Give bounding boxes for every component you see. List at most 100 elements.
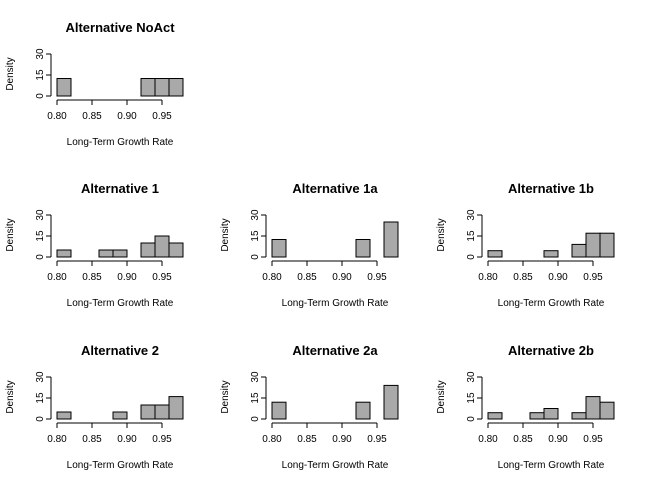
y-axis: 0 15 30 bbox=[250, 371, 267, 422]
histogram-bar bbox=[585, 232, 601, 258]
panel-alt1a: Alternative 1a Density Long-Term Growth … bbox=[220, 181, 399, 309]
x-tick-label: 0.80 bbox=[262, 272, 282, 283]
y-tick-label: 15 bbox=[250, 392, 261, 404]
x-axis-label: Long-Term Growth Rate bbox=[498, 298, 605, 309]
y-axis-label: Density bbox=[220, 218, 231, 251]
histogram-bar bbox=[571, 243, 587, 258]
y-axis: 0 15 30 bbox=[466, 209, 483, 260]
y-axis-label: Density bbox=[5, 380, 16, 413]
y-tick-label: 0 bbox=[250, 254, 261, 260]
y-axis: 0 15 30 bbox=[35, 209, 52, 260]
histogram-bar bbox=[487, 412, 503, 420]
y-tick-label: 15 bbox=[35, 69, 46, 81]
x-tick-label: 0.80 bbox=[478, 272, 498, 283]
x-tick-label: 0.85 bbox=[82, 111, 102, 122]
histogram-bar bbox=[154, 235, 170, 258]
panel-alt1b: Alternative 1b Density Long-Term Growth … bbox=[436, 181, 615, 309]
x-tick-label: 0.80 bbox=[47, 272, 67, 283]
histogram-bar bbox=[98, 249, 114, 258]
y-tick-label: 15 bbox=[466, 392, 477, 404]
x-axis-label: Long-Term Growth Rate bbox=[67, 460, 174, 471]
y-tick-label: 0 bbox=[35, 93, 46, 99]
y-axis: 0 15 30 bbox=[35, 48, 52, 99]
x-axis: 0.80 0.85 0.90 0.95 bbox=[478, 260, 603, 283]
x-tick-label: 0.80 bbox=[262, 434, 282, 445]
y-tick-label: 0 bbox=[466, 254, 477, 260]
histogram-bar bbox=[168, 78, 184, 97]
y-tick-label: 0 bbox=[35, 254, 46, 260]
x-tick-label: 0.90 bbox=[332, 434, 352, 445]
histogram-bar bbox=[599, 401, 615, 420]
x-axis-label: Long-Term Growth Rate bbox=[67, 298, 174, 309]
histogram-bar bbox=[140, 404, 156, 420]
histogram-bar bbox=[355, 401, 371, 420]
bars-group bbox=[56, 396, 184, 420]
histogram-bar bbox=[112, 249, 128, 258]
bars-group bbox=[56, 235, 184, 258]
x-tick-label: 0.95 bbox=[583, 272, 603, 283]
x-tick-label: 0.95 bbox=[583, 434, 603, 445]
histogram-bar bbox=[140, 78, 156, 97]
histogram-bar bbox=[487, 250, 503, 258]
x-axis: 0.80 0.85 0.90 0.95 bbox=[47, 422, 172, 445]
histogram-bar bbox=[543, 408, 559, 420]
histogram-bar bbox=[383, 384, 399, 420]
panel-title: Alternative 2a bbox=[292, 343, 378, 358]
histogram-bar bbox=[585, 396, 601, 420]
x-axis-label: Long-Term Growth Rate bbox=[498, 460, 605, 471]
y-axis-label: Density bbox=[5, 57, 16, 90]
x-tick-label: 0.80 bbox=[47, 111, 67, 122]
x-axis-label: Long-Term Growth Rate bbox=[67, 137, 174, 148]
histogram-bar bbox=[168, 396, 184, 420]
x-tick-label: 0.95 bbox=[367, 434, 387, 445]
histogram-bar bbox=[271, 239, 287, 258]
x-axis: 0.80 0.85 0.90 0.95 bbox=[262, 422, 387, 445]
y-tick-label: 30 bbox=[250, 371, 261, 383]
x-tick-label: 0.95 bbox=[152, 272, 172, 283]
panel-alt2: Alternative 2 Density Long-Term Growth R… bbox=[5, 343, 184, 471]
histogram-bar bbox=[112, 411, 128, 420]
x-tick-label: 0.80 bbox=[47, 434, 67, 445]
bars-group bbox=[487, 232, 615, 258]
y-axis-label: Density bbox=[436, 380, 447, 413]
histogram-bar bbox=[140, 242, 156, 258]
y-tick-label: 15 bbox=[250, 230, 261, 242]
panel-title: Alternative 1a bbox=[292, 181, 378, 196]
x-axis-label: Long-Term Growth Rate bbox=[282, 460, 389, 471]
y-tick-label: 0 bbox=[250, 416, 261, 422]
y-tick-label: 30 bbox=[35, 48, 46, 60]
x-tick-label: 0.95 bbox=[152, 434, 172, 445]
x-tick-label: 0.85 bbox=[297, 434, 317, 445]
panel-title: Alternative 1b bbox=[508, 181, 594, 196]
y-tick-label: 0 bbox=[35, 416, 46, 422]
y-tick-label: 15 bbox=[466, 230, 477, 242]
histogram-bar bbox=[154, 404, 170, 420]
histogram-bar bbox=[599, 232, 615, 258]
y-tick-label: 15 bbox=[35, 230, 46, 242]
panel-title: Alternative 2b bbox=[508, 343, 594, 358]
x-tick-label: 0.90 bbox=[548, 434, 568, 445]
x-axis: 0.80 0.85 0.90 0.95 bbox=[262, 260, 387, 283]
y-axis-label: Density bbox=[5, 218, 16, 251]
histogram-bar bbox=[383, 221, 399, 258]
y-tick-label: 30 bbox=[466, 209, 477, 221]
x-axis-label: Long-Term Growth Rate bbox=[282, 298, 389, 309]
histogram-bar bbox=[56, 411, 72, 420]
y-axis-label: Density bbox=[220, 380, 231, 413]
x-axis: 0.80 0.85 0.90 0.95 bbox=[47, 260, 172, 283]
panel-title: Alternative NoAct bbox=[65, 20, 175, 35]
bars-group bbox=[271, 221, 399, 258]
x-tick-label: 0.95 bbox=[367, 272, 387, 283]
y-tick-label: 30 bbox=[466, 371, 477, 383]
y-axis-label: Density bbox=[436, 218, 447, 251]
y-axis: 0 15 30 bbox=[35, 371, 52, 422]
x-axis: 0.80 0.85 0.90 0.95 bbox=[478, 422, 603, 445]
y-tick-label: 30 bbox=[250, 209, 261, 221]
bars-group bbox=[56, 78, 184, 97]
x-tick-label: 0.85 bbox=[513, 434, 533, 445]
histogram-bar bbox=[529, 412, 545, 420]
panel-title: Alternative 1 bbox=[81, 181, 159, 196]
histogram-bar bbox=[168, 242, 184, 258]
x-tick-label: 0.85 bbox=[82, 434, 102, 445]
